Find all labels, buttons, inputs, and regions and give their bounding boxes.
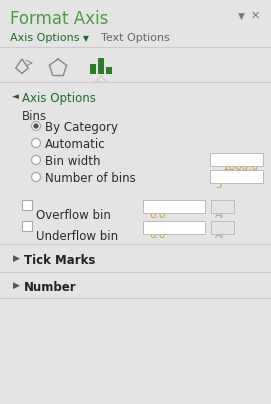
Text: Number of bins: Number of bins — [45, 172, 136, 185]
Circle shape — [31, 156, 40, 164]
Text: By Category: By Category — [45, 121, 118, 134]
Text: 1800.0: 1800.0 — [223, 162, 259, 173]
Text: ✕: ✕ — [251, 11, 260, 21]
Bar — [90, 64, 96, 74]
Bar — [210, 170, 263, 183]
Text: Bin width: Bin width — [45, 155, 101, 168]
Text: Underflow bin: Underflow bin — [36, 230, 118, 243]
Text: Overflow bin: Overflow bin — [36, 209, 111, 222]
Text: 5: 5 — [215, 179, 222, 189]
Text: 0.0: 0.0 — [149, 210, 165, 219]
Text: Text Options: Text Options — [101, 33, 170, 43]
Text: Automatic: Automatic — [45, 138, 106, 151]
Text: Axis Options: Axis Options — [22, 92, 96, 105]
Text: Ai: Ai — [215, 231, 224, 240]
Text: Tick Marks: Tick Marks — [24, 254, 95, 267]
Bar — [22, 200, 32, 210]
Circle shape — [31, 122, 40, 130]
Text: 0.0: 0.0 — [149, 231, 165, 240]
Bar — [211, 221, 234, 234]
Text: Bins: Bins — [22, 110, 47, 123]
Bar — [143, 200, 205, 213]
Circle shape — [31, 139, 40, 147]
Text: ▼: ▼ — [83, 34, 89, 43]
Text: ▶: ▶ — [13, 254, 20, 263]
Polygon shape — [95, 76, 107, 82]
Bar — [106, 67, 112, 74]
Text: Number: Number — [24, 281, 77, 294]
Bar — [143, 221, 205, 234]
Text: ▼: ▼ — [238, 12, 245, 21]
Bar — [210, 153, 263, 166]
Bar — [22, 221, 32, 231]
Text: Ai: Ai — [215, 210, 224, 219]
Text: Format Axis: Format Axis — [10, 10, 108, 28]
Circle shape — [34, 124, 38, 128]
Text: ◄: ◄ — [12, 92, 19, 101]
Circle shape — [31, 173, 40, 181]
Text: Axis Options: Axis Options — [10, 33, 79, 43]
Bar — [98, 58, 104, 74]
Text: ▶: ▶ — [13, 281, 20, 290]
Bar — [211, 200, 234, 213]
